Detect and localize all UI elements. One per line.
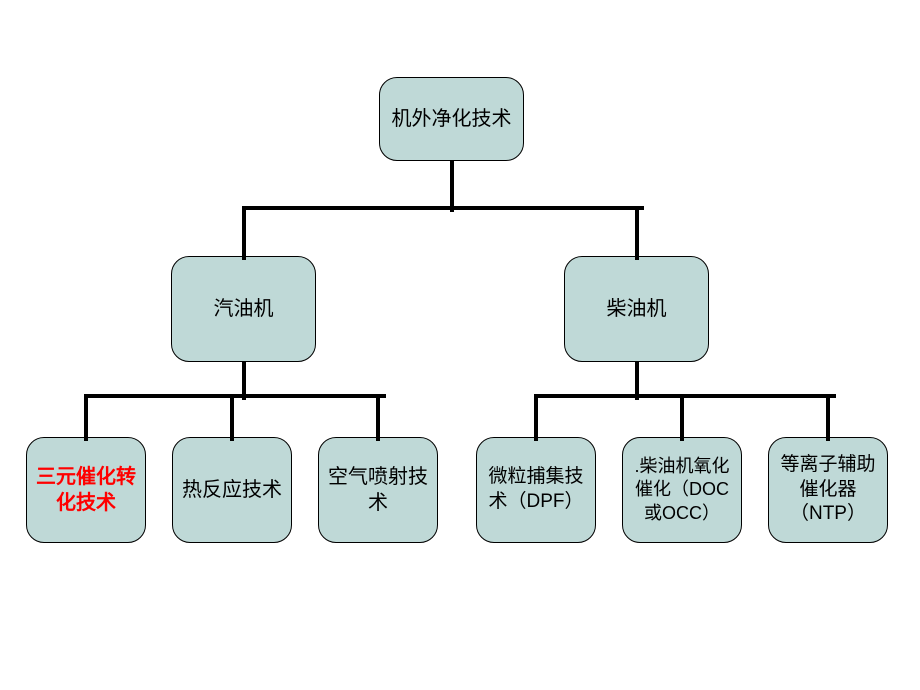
node-diesel: 柴油机 — [564, 256, 709, 362]
connector — [84, 394, 386, 398]
connector — [826, 394, 830, 441]
node-leaf-thermal-reaction: 热反应技术 — [172, 437, 292, 543]
connector — [230, 394, 234, 441]
node-leaf-ntp: 等离子辅助催化器（NTP） — [768, 437, 888, 543]
node-leaf4-label: 微粒捕集技术（DPF） — [483, 465, 589, 514]
node-leaf-doc: .柴油机氧化催化（DOC或OCC） — [622, 437, 742, 543]
node-root-label: 机外净化技术 — [392, 106, 512, 132]
connector — [242, 206, 246, 260]
node-leaf3-label: 空气喷射技术 — [325, 464, 431, 516]
connector — [450, 161, 454, 212]
node-leaf-three-way-catalyst: 三元催化转化技术 — [26, 437, 146, 543]
connector — [376, 394, 380, 441]
node-diesel-label: 柴油机 — [607, 296, 667, 322]
connector — [635, 206, 639, 260]
connector — [534, 394, 836, 398]
node-gasoline-label: 汽油机 — [214, 296, 274, 322]
connector — [534, 394, 538, 441]
node-gasoline: 汽油机 — [171, 256, 316, 362]
node-leaf6-label: 等离子辅助催化器（NTP） — [775, 453, 881, 527]
connector — [680, 394, 684, 441]
node-leaf1-label: 三元催化转化技术 — [33, 464, 139, 516]
node-leaf-dpf: 微粒捕集技术（DPF） — [476, 437, 596, 543]
connector — [84, 394, 88, 441]
connector — [242, 206, 644, 210]
node-leaf-air-injection: 空气喷射技术 — [318, 437, 438, 543]
node-leaf2-label: 热反应技术 — [182, 477, 282, 503]
node-root: 机外净化技术 — [379, 77, 524, 161]
node-leaf5-label: .柴油机氧化催化（DOC或OCC） — [629, 455, 735, 525]
